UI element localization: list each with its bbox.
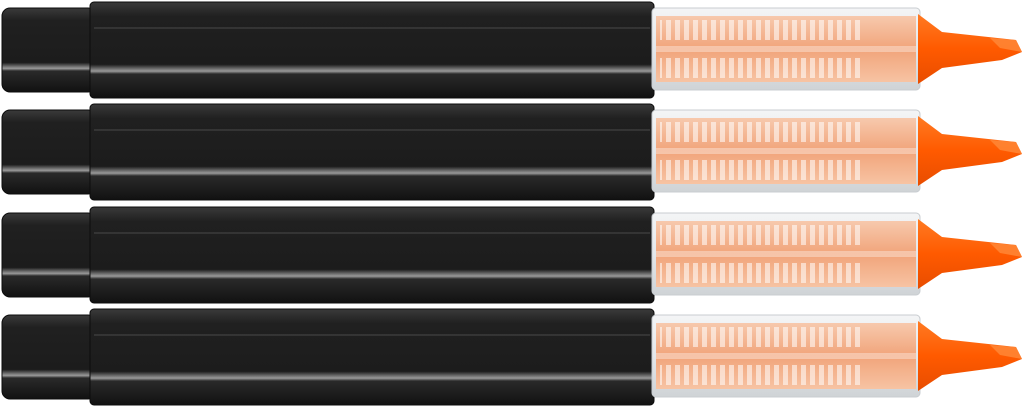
marker <box>1 206 1023 304</box>
marker <box>1 103 1023 201</box>
marker <box>1 308 1023 406</box>
marker <box>1 1 1023 99</box>
